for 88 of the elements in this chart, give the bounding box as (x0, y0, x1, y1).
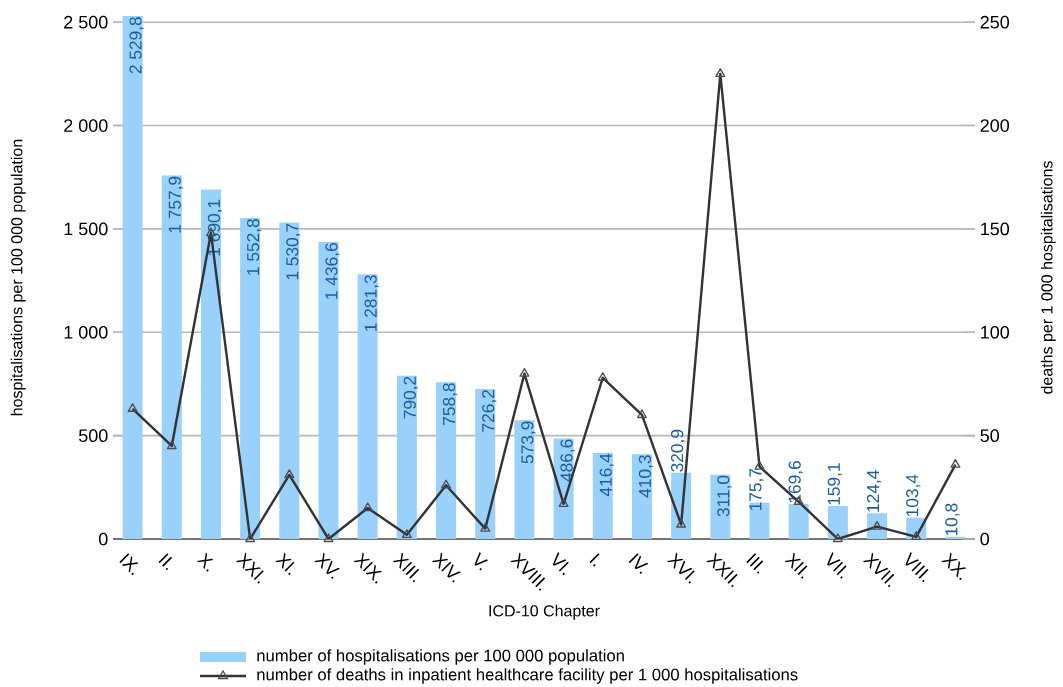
data-label: 10,8 (945, 503, 960, 536)
point (245, 533, 256, 543)
x-tick-label: X. (196, 552, 214, 572)
data-label: 726,2 (482, 390, 497, 432)
point (284, 469, 295, 479)
point (401, 529, 412, 539)
x-tick-label: XV. (314, 552, 340, 579)
data-label: 103,4 (906, 474, 921, 517)
data-label: 573,9 (521, 421, 536, 464)
y2-tick-label: 150 (981, 222, 1010, 236)
bar (514, 420, 535, 539)
data-label: 1 281,3 (364, 275, 379, 331)
data-label: 2 529,8 (129, 17, 144, 74)
point (441, 479, 452, 489)
point (754, 460, 765, 470)
y2-tick-label: 250 (980, 15, 1010, 29)
bar (122, 16, 143, 539)
point (166, 440, 177, 450)
point (558, 498, 569, 508)
data-label: 311,0 (717, 475, 732, 517)
y-tick-label: 2 500 (64, 15, 108, 29)
data-label: 169,6 (788, 461, 803, 503)
x-tick-label: XI. (275, 552, 295, 576)
data-label: 410,3 (638, 455, 654, 498)
y-tick-label: 0 (98, 532, 108, 546)
y2-tick-label: 100 (981, 325, 1010, 339)
y-tick-label: 1 500 (64, 222, 108, 236)
bar (200, 189, 221, 539)
x-tick-label: II. (158, 553, 173, 571)
point (480, 522, 491, 532)
data-label: 320,9 (670, 429, 686, 472)
x-tick-label: V. (474, 552, 489, 571)
data-label: 1 530,7 (286, 223, 301, 280)
y-tick-label: 1 000 (64, 325, 108, 339)
data-label: 416,4 (599, 453, 614, 497)
point (636, 409, 647, 419)
point (362, 502, 373, 512)
y-tick-label: 2 000 (64, 119, 108, 132)
y2-tick-label: 200 (980, 119, 1010, 132)
bar (161, 175, 182, 539)
bar (357, 274, 378, 539)
bar (396, 375, 417, 539)
point (127, 403, 138, 412)
point (676, 518, 687, 528)
x-tick-label: XIII. (392, 552, 420, 583)
data-label: 159,1 (827, 463, 843, 505)
legend-label: number of deaths in inpatient healthcare facility per 1 000 hospitalisations (257, 668, 798, 684)
point (832, 533, 843, 543)
x-tick-label: VIII. (905, 552, 929, 583)
bar (436, 382, 457, 539)
y2-tick-label: 0 (980, 532, 990, 546)
x-tick-label: XIV. (431, 552, 461, 583)
bar (592, 452, 613, 539)
bar (631, 454, 652, 539)
y-axis-title: hospitalisations per 100 000 population (10, 139, 26, 416)
x-tick-label: XX. (941, 552, 967, 581)
data-label: 486,6 (560, 439, 575, 482)
legend-label: number of hospitalisations per 100 000 population (257, 649, 624, 665)
bar (475, 388, 496, 539)
x-axis-title: ICD-10 Chapter (489, 604, 600, 620)
x-tick-label: XII. (784, 552, 808, 579)
bar (827, 506, 848, 539)
data-label: 1 552,8 (246, 219, 262, 275)
x-tick-label: I. (589, 553, 600, 567)
data-label: 758,8 (442, 383, 458, 425)
point (911, 531, 922, 541)
bar (279, 222, 300, 539)
y2-axis-title: deaths per 1 000 hospitalisations (1040, 161, 1056, 394)
y-tick-label: 500 (78, 429, 108, 442)
y2-tick-label: 50 (980, 429, 1000, 442)
point (323, 533, 334, 543)
x-tick-label: VII. (827, 552, 847, 579)
point (950, 458, 961, 468)
point (715, 68, 726, 78)
x-tick-label: III. (746, 553, 764, 574)
x-tick-label: VI. (552, 552, 569, 576)
data-label: 790,2 (403, 376, 419, 419)
bar (788, 503, 809, 539)
data-label: 175,7 (749, 468, 764, 511)
bar (240, 218, 261, 539)
data-label: 1 436,6 (325, 243, 340, 299)
point (519, 367, 530, 377)
bar (318, 242, 339, 539)
x-tick-label: IV. (628, 553, 649, 575)
data-label: 1 757,9 (168, 176, 183, 233)
data-label: 124,4 (866, 470, 882, 512)
point (597, 372, 608, 381)
x-tick-label: IX. (119, 553, 139, 576)
